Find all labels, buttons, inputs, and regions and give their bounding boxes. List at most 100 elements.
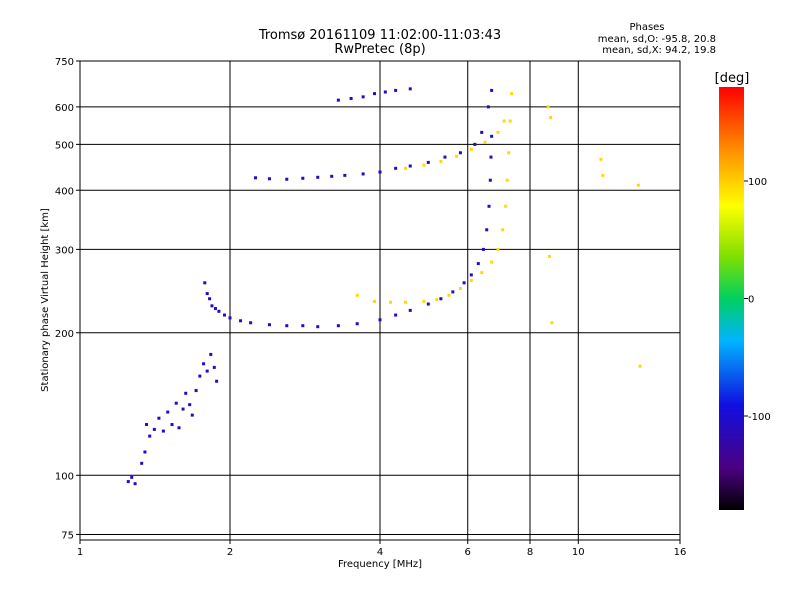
data-point-o [469, 273, 473, 277]
y-tick-label: 750 [55, 57, 74, 68]
data-point-o [215, 379, 219, 383]
data-point-x [389, 300, 393, 304]
data-point-o [203, 281, 207, 285]
data-points [126, 87, 642, 486]
data-point-x [508, 119, 512, 123]
data-point-x [549, 115, 553, 119]
data-point-x [601, 173, 605, 177]
data-point-o [202, 362, 206, 366]
data-point-x [501, 228, 505, 232]
data-point-o [210, 304, 214, 308]
data-point-o [473, 142, 477, 146]
data-point-o [228, 316, 232, 320]
data-point-o [188, 403, 192, 407]
data-point-x [599, 157, 603, 161]
data-point-x [505, 178, 509, 182]
data-point-o [285, 177, 289, 181]
data-point-x [458, 287, 462, 291]
data-point-o [408, 164, 412, 168]
data-point-o [426, 160, 430, 164]
data-point-o [343, 173, 347, 177]
data-point-x [502, 119, 506, 123]
data-point-x [546, 105, 550, 109]
data-point-o [489, 155, 493, 159]
data-point-o [487, 204, 491, 208]
data-point-o [383, 90, 387, 94]
data-point-x [496, 130, 500, 134]
data-point-o [148, 434, 152, 438]
data-point-o [476, 262, 480, 266]
data-point-o [349, 96, 353, 100]
data-point-o [316, 325, 320, 329]
data-point-o [267, 323, 271, 327]
data-point-x [469, 147, 473, 151]
colorbar [719, 87, 744, 510]
x-tick-label: 16 [674, 547, 687, 558]
data-point-x [455, 154, 459, 158]
data-point-x [435, 298, 439, 302]
data-point-o [301, 176, 305, 180]
data-point-o [190, 413, 194, 417]
x-tick-label: 8 [527, 547, 533, 558]
data-point-o [198, 374, 202, 378]
data-point-o [378, 318, 382, 322]
phase-stats-x: mean, sd,X: 94.2, 19.8 [602, 45, 716, 56]
data-point-o [170, 423, 174, 427]
data-point-x [355, 293, 359, 297]
x-axis-ticks: 1 2 4 6 8 10 16 [77, 540, 687, 558]
y-tick-label: 600 [55, 103, 74, 114]
data-point-o [458, 151, 462, 155]
data-point-x [550, 321, 554, 325]
data-point-o [161, 429, 165, 433]
data-point-o [181, 407, 185, 411]
data-point-o [249, 321, 253, 325]
data-point-x [504, 204, 508, 208]
colorbar-tick-label: 0 [748, 295, 754, 306]
data-point-o [212, 365, 216, 369]
data-point-o [408, 87, 412, 91]
y-axis-ticks: 75 100 200 300 400 500 600 750 [55, 57, 80, 541]
data-point-o [174, 401, 178, 405]
data-point-o [490, 134, 494, 138]
data-point-o [488, 178, 492, 182]
x-tick-label: 10 [572, 547, 585, 558]
phases-heading: Phases [629, 22, 664, 33]
data-point-x [510, 92, 514, 96]
data-point-o [194, 389, 198, 393]
data-point-o [481, 247, 485, 251]
data-point-o [394, 313, 398, 317]
data-point-o [355, 322, 359, 326]
data-point-o [133, 482, 137, 486]
y-tick-label: 300 [55, 245, 74, 256]
data-point-o [316, 175, 320, 179]
data-point-o [205, 369, 209, 373]
data-point-x [638, 364, 642, 368]
data-point-x [422, 163, 426, 167]
data-point-o [157, 416, 161, 420]
data-point-o [486, 105, 490, 109]
chart-subtitle: RwPretec (8p) [334, 42, 425, 57]
data-point-x [439, 160, 443, 164]
phase-stats-o: mean, sd,O: -95.8, 20.8 [598, 34, 716, 45]
y-tick-label: 100 [55, 471, 74, 482]
x-axis-label: Frequency [MHz] [338, 559, 422, 570]
data-point-o [205, 292, 209, 296]
data-point-o [213, 307, 217, 311]
data-point-x [507, 151, 511, 155]
chart-title: Tromsø 20161109 11:02:00-11:03:43 [258, 28, 501, 43]
data-point-o [209, 352, 213, 356]
data-point-o [451, 290, 455, 294]
data-point-x [496, 247, 500, 251]
data-point-x [422, 299, 426, 303]
data-point-o [143, 450, 147, 454]
data-point-o [361, 172, 365, 176]
grid-lines [80, 61, 680, 540]
data-point-o [439, 297, 443, 301]
data-point-o [126, 480, 130, 484]
data-point-o [140, 461, 144, 465]
data-point-x [373, 299, 377, 303]
data-point-x [403, 300, 407, 304]
data-point-o [267, 177, 271, 181]
data-point-x [490, 260, 494, 264]
